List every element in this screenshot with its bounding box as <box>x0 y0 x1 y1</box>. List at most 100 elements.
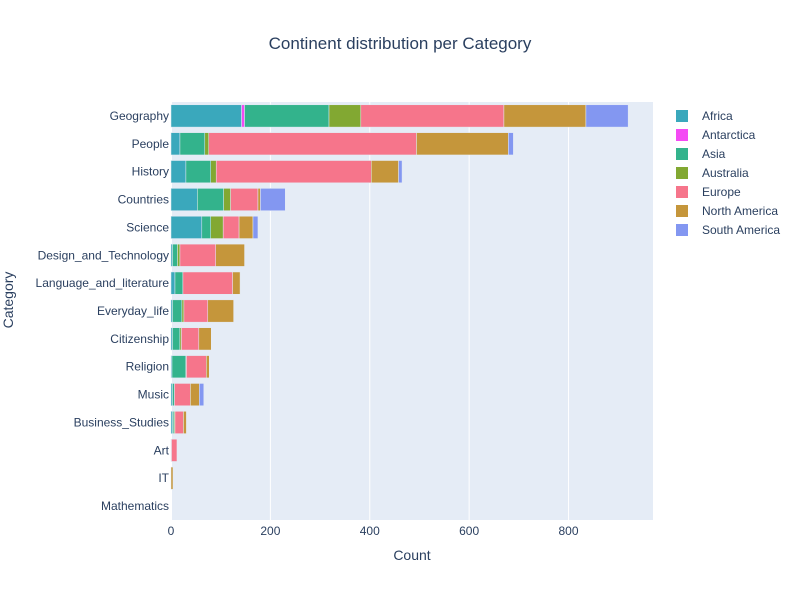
bar-africa-countries[interactable] <box>170 188 198 211</box>
bar-asia-religion[interactable] <box>171 355 187 379</box>
bar-africa-geography[interactable] <box>170 104 242 128</box>
x-tick-labels: 0 200 400 600 800 <box>168 524 579 538</box>
legend-item-south-america[interactable]: South America <box>676 220 780 239</box>
bar-europe-language_and_literature[interactable] <box>182 271 233 295</box>
y-tick-label: Music <box>138 388 169 402</box>
legend-label: Antarctica <box>702 127 756 142</box>
y-tick-label: Art <box>154 443 170 457</box>
y-tick-label: Religion <box>126 360 169 374</box>
legend-item-asia[interactable]: Asia <box>676 144 780 163</box>
bar-asia-design_and_technology[interactable] <box>172 243 178 267</box>
bar-asia-people[interactable] <box>179 132 206 156</box>
bar-north-america-geography[interactable] <box>503 104 587 128</box>
bar-africa-science[interactable] <box>170 216 203 239</box>
legend-item-australia[interactable]: Australia <box>676 163 780 182</box>
y-tick-label: Geography <box>110 109 169 123</box>
bar-africa-people[interactable] <box>170 132 181 156</box>
bar-europe-religion[interactable] <box>186 355 207 379</box>
bar-asia-geography[interactable] <box>244 104 330 128</box>
y-tick-label: Business_Studies <box>74 415 169 429</box>
bar-europe-science[interactable] <box>222 216 240 239</box>
bar-north-america-science[interactable] <box>238 216 254 239</box>
bar-africa-language_and_literature[interactable] <box>170 271 176 295</box>
bar-europe-people[interactable] <box>208 132 417 156</box>
x-tick-label: 200 <box>260 524 280 538</box>
bar-europe-countries[interactable] <box>230 188 259 211</box>
bar-asia-countries[interactable] <box>197 188 224 211</box>
bar-asia-citizenship[interactable] <box>172 327 181 351</box>
bar-asia-science[interactable] <box>201 216 212 239</box>
y-tick-labels: Geography People History Countries Science De… <box>36 109 170 513</box>
bar-north-america-history[interactable] <box>371 160 399 184</box>
legend-label: South America <box>702 222 781 237</box>
y-tick-label: Language_and_literature <box>36 276 170 290</box>
bar-north-america-countries[interactable] <box>257 188 261 211</box>
y-tick-label: History <box>132 165 169 179</box>
bar-south-america-countries[interactable] <box>260 188 286 211</box>
x-tick-label: 0 <box>168 524 175 538</box>
bar-north-america-people[interactable] <box>416 132 509 156</box>
bar-north-america-it[interactable] <box>170 466 174 490</box>
bar-australia-people[interactable] <box>204 132 210 156</box>
bar-asia-language_and_literature[interactable] <box>174 271 184 295</box>
legend[interactable]: Africa Antarctica Asia Australia Europe North… <box>676 106 780 239</box>
bar-europe-business_studies[interactable] <box>174 411 184 434</box>
bar-australia-geography[interactable] <box>328 104 362 128</box>
legend-item-north-america[interactable]: North America <box>676 201 780 220</box>
legend-label: Africa <box>702 108 733 123</box>
bar-europe-citizenship[interactable] <box>181 327 200 351</box>
bar-australia-design_and_technology[interactable] <box>177 243 181 267</box>
bar-australia-history[interactable] <box>210 160 217 184</box>
chart-title: Continent distribution per Category <box>268 34 532 53</box>
bar-europe-everyday_life[interactable] <box>183 299 209 323</box>
y-tick-label: IT <box>158 471 169 485</box>
legend-label: North America <box>702 203 779 218</box>
legend-label: Australia <box>702 165 749 180</box>
y-tick-label: Mathematics <box>101 499 169 513</box>
bar-australia-countries[interactable] <box>223 188 231 211</box>
bar-europe-design_and_technology[interactable] <box>179 243 216 267</box>
bar-europe-geography[interactable] <box>360 104 505 128</box>
bar-south-america-people[interactable] <box>508 132 514 156</box>
legend-swatch <box>676 185 688 198</box>
legend-label: Europe <box>702 184 741 199</box>
bar-north-america-design_and_technology[interactable] <box>215 243 245 267</box>
bar-south-america-science[interactable] <box>252 216 259 239</box>
bar-asia-history[interactable] <box>185 160 212 184</box>
y-tick-label: Citizenship <box>110 332 169 346</box>
bar-asia-everyday_life[interactable] <box>172 299 183 323</box>
y-tick-label: Everyday_life <box>97 304 169 318</box>
legend-item-antarctica[interactable]: Antarctica <box>676 125 780 144</box>
y-axis-label: Category <box>0 271 16 329</box>
bar-australia-science[interactable] <box>210 216 224 239</box>
y-tick-label: Countries <box>118 193 169 207</box>
legend-swatch <box>676 128 688 141</box>
legend-swatch <box>676 166 688 179</box>
x-tick-label: 800 <box>559 524 579 538</box>
bar-north-america-business_studies[interactable] <box>183 411 187 434</box>
bar-europe-music[interactable] <box>174 383 191 406</box>
bar-north-america-language_and_literature[interactable] <box>232 271 241 295</box>
bar-south-america-geography[interactable] <box>585 104 629 128</box>
bar-australia-everyday_life[interactable] <box>181 299 185 323</box>
legend-swatch <box>676 204 688 217</box>
y-tick-label: Science <box>126 220 169 234</box>
legend-item-europe[interactable]: Europe <box>676 182 780 201</box>
legend-swatch <box>676 109 688 122</box>
bar-south-america-history[interactable] <box>398 160 403 184</box>
bar-north-america-citizenship[interactable] <box>198 327 212 351</box>
bar-antarctica-geography[interactable] <box>241 104 245 128</box>
bar-europe-history[interactable] <box>215 160 372 184</box>
y-tick-label: People <box>132 137 170 151</box>
bar-europe-art[interactable] <box>171 438 178 462</box>
bar-north-america-religion[interactable] <box>206 355 210 379</box>
legend-item-africa[interactable]: Africa <box>676 106 780 125</box>
legend-swatch <box>676 223 688 236</box>
bars <box>170 104 629 490</box>
bar-north-america-everyday_life[interactable] <box>207 299 234 323</box>
bar-asia-music[interactable] <box>172 383 175 406</box>
bar-north-america-music[interactable] <box>190 383 200 406</box>
bar-south-america-music[interactable] <box>199 383 205 406</box>
bar-africa-history[interactable] <box>170 160 187 184</box>
